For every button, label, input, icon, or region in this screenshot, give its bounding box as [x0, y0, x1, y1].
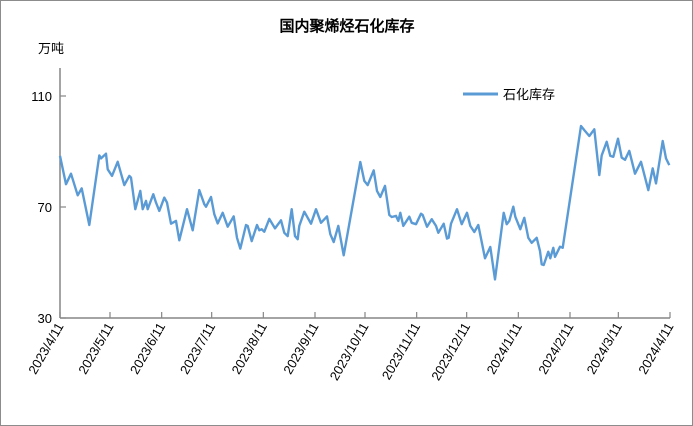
x-tick-label: 2023/9/11 — [280, 320, 321, 377]
x-tick-label: 2023/10/11 — [327, 320, 372, 383]
chart-title: 国内聚烯烃石化库存 — [279, 17, 414, 35]
legend-label: 石化库存 — [503, 87, 555, 103]
x-tick-label: 2024/1/11 — [484, 320, 525, 377]
x-tick-label: 2023/8/11 — [229, 320, 270, 377]
x-tick-label: 2024/4/11 — [635, 320, 676, 377]
x-tick-label: 2023/5/11 — [75, 320, 116, 377]
y-axis-unit-label: 万吨 — [38, 42, 64, 57]
x-tick-label: 2023/6/11 — [127, 320, 168, 377]
x-tick-label: 2024/2/11 — [535, 320, 576, 377]
x-tick-label: 2023/12/11 — [428, 320, 473, 383]
legend: 石化库存 — [463, 87, 555, 103]
series-line-shihua-kucun — [58, 124, 671, 281]
y-tick-label: 110 — [31, 89, 52, 104]
x-tick-label: 2024/3/11 — [584, 320, 625, 377]
x-tick-label: 2023/11/11 — [379, 320, 424, 382]
y-tick-label: 70 — [38, 200, 52, 215]
x-tick-label: 2023/7/11 — [177, 320, 218, 377]
x-tick-label: 2023/4/11 — [25, 320, 66, 377]
y-tick-label: 30 — [38, 311, 52, 326]
